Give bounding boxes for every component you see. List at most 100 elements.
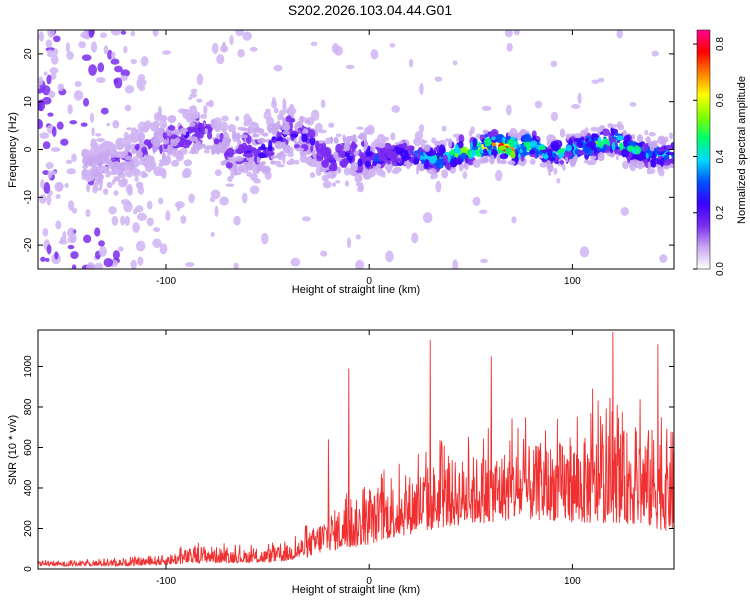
heatmap-blob: [404, 149, 409, 159]
heatmap-blob: [300, 152, 307, 157]
heatmap-blob: [409, 145, 415, 152]
heatmap-blob: [382, 170, 386, 178]
heatmap-blob: [331, 42, 340, 54]
heatmap-blob: [80, 31, 91, 39]
heatmap-blob: [506, 42, 513, 52]
snr-y-tick-label: 0: [23, 566, 34, 572]
heatmap-blob: [38, 31, 44, 42]
heatmap-blob: [537, 151, 544, 155]
heatmap-blob: [52, 126, 57, 138]
heatmap-blob: [47, 173, 53, 179]
heatmap-blob: [656, 148, 666, 152]
heatmap-blob: [162, 123, 168, 128]
heatmap-blob: [431, 137, 437, 144]
heatmap-blob: [124, 104, 132, 112]
heatmap-blob: [141, 146, 148, 154]
heatmap-blob: [124, 155, 133, 161]
heatmap-blob: [357, 186, 364, 193]
heatmap-blob: [333, 136, 339, 144]
heatmap-blob: [629, 102, 637, 107]
heatmap-blob: [213, 138, 220, 145]
heatmap-blob: [511, 216, 517, 224]
heatmap-blob: [647, 161, 651, 170]
heatmap-blob: [213, 123, 221, 128]
heatmap-blob: [152, 238, 162, 249]
heatmap-blob: [135, 181, 144, 189]
heatmap-blob: [227, 124, 237, 133]
heatmap-blob: [237, 48, 245, 58]
heatmap-blob: [353, 171, 358, 176]
heatmap-blob: [547, 156, 555, 161]
heatmap-blob: [85, 149, 92, 157]
heatmap-blob: [495, 169, 503, 182]
heatmap-blob: [70, 251, 79, 260]
heatmap-blob: [103, 188, 109, 195]
heatmap-blob: [626, 145, 634, 152]
heatmap-blob: [45, 257, 50, 262]
heatmap-blob: [126, 173, 133, 178]
heatmap-blob: [619, 142, 624, 151]
heatmap-blob: [441, 169, 449, 179]
heatmap-blob: [287, 111, 295, 115]
heatmap-blob: [90, 41, 98, 53]
heatmap-blob: [597, 151, 605, 162]
heatmap-blob: [498, 145, 507, 151]
heatmap-blob: [98, 240, 105, 247]
heatmap-blob: [394, 157, 403, 163]
heatmap-blob: [602, 138, 609, 145]
heatmap-blob: [550, 60, 558, 68]
heatmap-blob: [355, 259, 365, 269]
heatmap-blob: [424, 144, 431, 152]
heatmap-blob: [220, 160, 226, 166]
heatmap-blob: [445, 138, 449, 142]
heatmap-blob: [543, 153, 550, 160]
heatmap-blob: [179, 127, 189, 133]
heatmap-blob: [411, 232, 419, 244]
heatmap-blob: [120, 69, 131, 77]
heatmap-blob: [188, 193, 195, 204]
heatmap-blob: [395, 147, 402, 154]
heatmap-blob: [484, 137, 492, 147]
heatmap-blob: [645, 136, 651, 144]
heatmap-blob: [296, 120, 303, 128]
heatmap-blob: [144, 120, 152, 130]
heatmap-blob: [241, 142, 248, 152]
heatmap-blob: [134, 176, 139, 182]
heatmap-blob: [96, 76, 106, 84]
heatmap-blob: [252, 133, 260, 138]
heatmap-blob: [112, 250, 120, 260]
heatmap-blob: [577, 92, 582, 104]
heatmap-blob: [636, 134, 644, 143]
snr-y-tick-label: 800: [23, 398, 34, 415]
heatmap-blob: [650, 142, 658, 149]
heatmap-blob: [56, 121, 64, 130]
heatmap-blob: [620, 149, 630, 158]
heatmap-blob: [45, 47, 56, 52]
heatmap-blob: [52, 48, 59, 56]
heatmap-blob: [420, 138, 426, 149]
heatmap-blob: [671, 143, 674, 147]
heatmap-blob: [86, 183, 91, 193]
heatmap-blob: [622, 160, 629, 170]
heatmap-blob: [146, 200, 153, 210]
heatmap-blob: [547, 148, 553, 157]
heatmap-blob: [491, 136, 497, 141]
heatmap-blob: [343, 158, 348, 166]
heatmap-blob: [270, 155, 276, 160]
heatmap-blob: [311, 150, 316, 157]
heatmap-blob: [46, 244, 52, 255]
heatmap-blob: [645, 153, 649, 159]
heatmap-blob: [368, 168, 376, 177]
heatmap-blob: [83, 234, 92, 244]
heatmap-blob: [328, 122, 335, 128]
heatmap-blob: [550, 111, 559, 122]
heatmap-blob: [462, 171, 468, 180]
heatmap-blob: [573, 133, 583, 139]
heatmap-blob: [285, 139, 289, 145]
heatmap-blob: [355, 182, 362, 187]
heatmap-blob: [391, 105, 401, 113]
heatmap-blob: [116, 177, 121, 182]
heatmap-blob: [196, 132, 201, 138]
heatmap-blob: [159, 144, 163, 155]
spectrogram-y-axis: -20 -10 0 10 20: [23, 48, 674, 252]
